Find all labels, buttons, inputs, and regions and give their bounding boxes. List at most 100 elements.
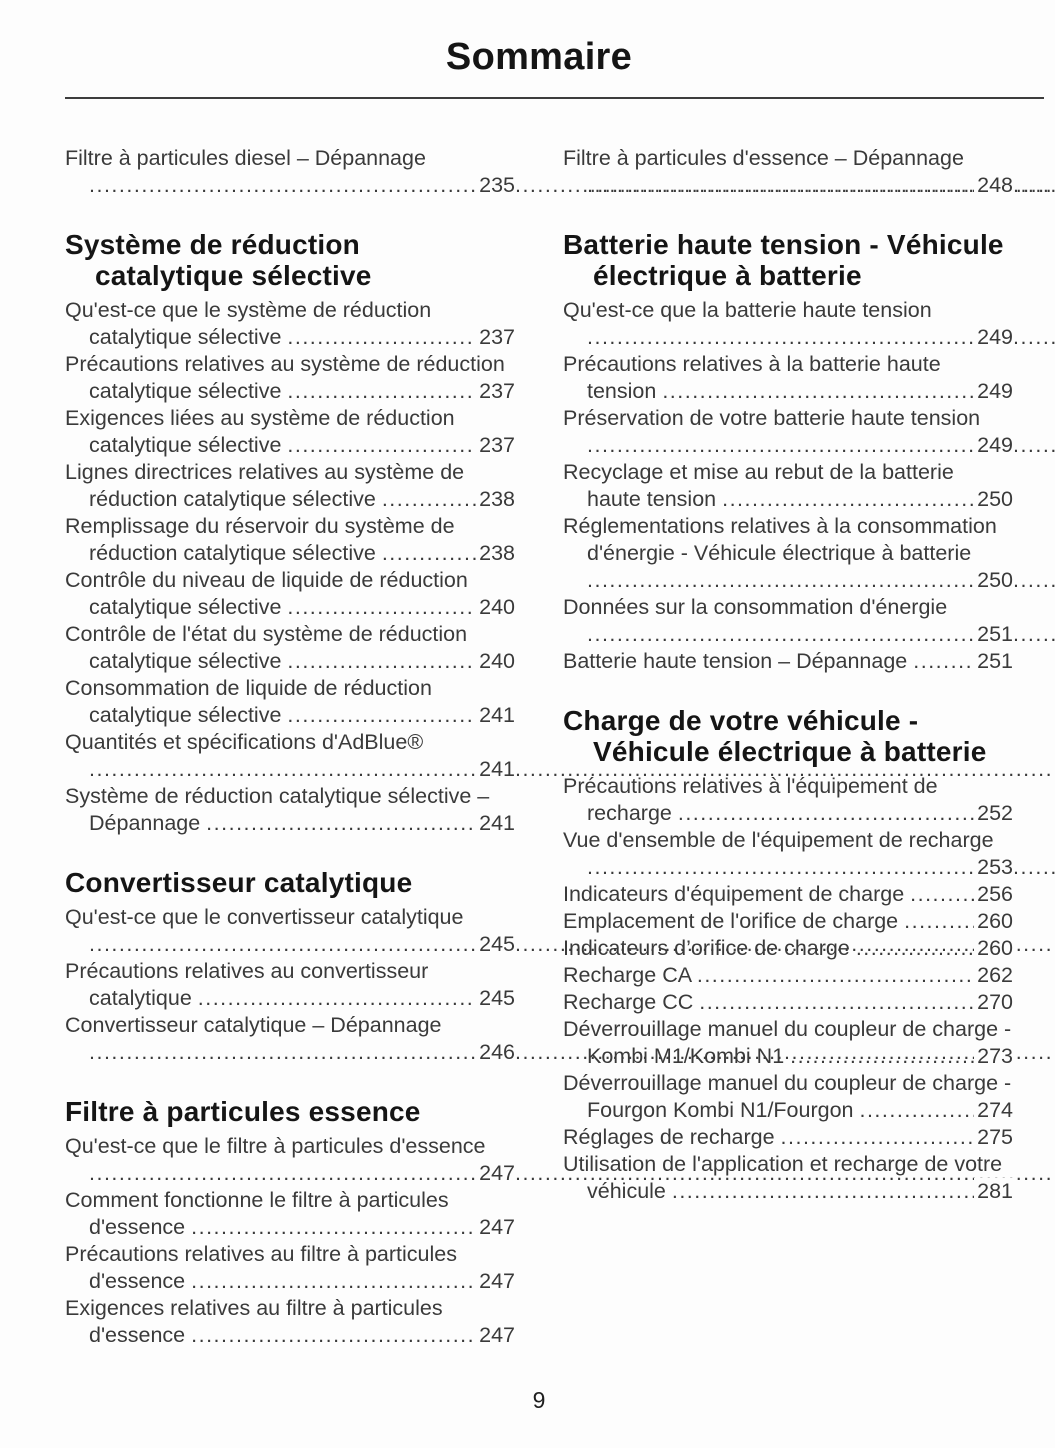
toc-entry: Qu'est-ce que le système de réduction ca…: [65, 297, 515, 351]
toc-entry: Convertisseur catalytique – Dépannage ..…: [65, 1012, 1055, 1066]
toc-entry-page: 246: [476, 1039, 515, 1066]
toc-entry: Précautions relatives au convertisseur c…: [65, 958, 515, 1012]
toc-entry-page: 245: [476, 931, 515, 958]
toc-entry: Qu'est-ce que le filtre à particules d'e…: [65, 1133, 1055, 1187]
toc-entry-label: Filtre à particules d'essence – Dépannag…: [563, 146, 964, 170]
toc-entry-label: Vue d'ensemble de l'équipement de rechar…: [563, 828, 994, 852]
dot-leader: ........................................…: [699, 990, 1006, 1014]
toc-entry-page: 248: [974, 172, 1013, 199]
toc-entry: Réglages de recharge ...................…: [563, 1124, 1013, 1151]
dot-leader: ........................................…: [662, 379, 1007, 403]
toc-entry: Précautions relatives à la batterie haut…: [563, 351, 1013, 405]
dot-leader: ........................................…: [197, 986, 512, 1010]
toc-entry: Déverrouillage manuel du coupleur de cha…: [563, 1070, 1013, 1124]
toc-entry-label: Remplissage du réservoir du système de r…: [65, 514, 455, 565]
toc-entry-label: Exigences liées au système de réduction …: [65, 406, 455, 457]
toc-entry-label: Qu'est-ce que la batterie haute tension: [563, 298, 932, 322]
toc-entry-label: Déverrouillage manuel du coupleur de cha…: [563, 1071, 1012, 1122]
dot-leader: ........................................…: [587, 855, 1055, 879]
toc-entry-page: 274: [974, 1097, 1013, 1124]
toc-column-right: Filtre à particules d'essence – Dépannag…: [563, 145, 1055, 1349]
dot-leader: ........................................…: [191, 1323, 513, 1347]
toc-entry: Recharge CC ............................…: [563, 989, 1013, 1016]
toc-entry-label: Indicateurs d’orifice de charge: [563, 936, 856, 960]
page-title: Sommaire: [445, 36, 633, 78]
toc-entry-label: Précautions relatives au convertisseur c…: [65, 959, 429, 1010]
dot-leader: ..............................: [287, 433, 512, 457]
toc-entry: Quantités et spécifications d'AdBlue® ..…: [65, 729, 1055, 783]
dot-leader: ........................................…: [696, 963, 1011, 987]
toc-entry-label: Préservation de votre batterie haute ten…: [563, 406, 981, 430]
toc-entry-label: Qu'est-ce que le convertisseur catalytiq…: [65, 905, 464, 929]
toc-entry-label: Données sur la consommation d'énergie: [563, 595, 948, 619]
toc-entry: Déverrouillage manuel du coupleur de cha…: [563, 1016, 1013, 1070]
dot-leader: ........................................…: [89, 1161, 1055, 1185]
dot-leader: ........................................…: [587, 568, 1055, 592]
toc-entry-page: 251: [974, 648, 1013, 675]
dot-leader: ..............................: [287, 595, 512, 619]
toc-entry-label: Utilisation de l'application et recharge…: [563, 1152, 1003, 1203]
toc-entry-label: Emplacement de l'orifice de charge: [563, 909, 905, 933]
dot-leader: ........................................…: [587, 325, 1055, 349]
dot-leader: ..............................: [287, 379, 512, 403]
toc-entry: Exigences liées au système de réduction …: [65, 405, 515, 459]
toc-entry: Préservation de votre batterie haute ten…: [563, 405, 1055, 459]
toc-entry: Exigences relatives au filtre à particul…: [65, 1295, 515, 1349]
toc-entry-page: 250: [974, 486, 1013, 513]
dot-leader: ........................................…: [671, 1179, 1009, 1203]
dot-leader: ........................................…: [89, 1040, 1055, 1064]
section-heading: Convertisseur catalytique: [65, 867, 413, 898]
dot-leader: .............................: [790, 1044, 1007, 1068]
toc-entry: Précautions relatives au filtre à partic…: [65, 1241, 515, 1295]
toc-entry-label: Indicateurs d'équipement de charge: [563, 882, 911, 906]
dot-leader: ......................................: [722, 487, 1007, 511]
section-heading: Charge de votre véhicule - Véhicule élec…: [563, 705, 987, 767]
toc-entry: Consommation de liquide de réduction cat…: [65, 675, 515, 729]
toc-entry-page: 273: [974, 1043, 1013, 1070]
section-heading: Système de réduction catalytique sélecti…: [65, 229, 372, 291]
toc-entry: Qu'est-ce que le convertisseur catalytiq…: [65, 904, 1055, 958]
toc-entry-page: 249: [974, 378, 1013, 405]
toc-entry-page: 281: [974, 1178, 1013, 1205]
toc-entry: Précautions relatives au système de rédu…: [65, 351, 515, 405]
toc-entry: Emplacement de l'orifice de charge .....…: [563, 908, 1013, 935]
toc-entry-page: 249: [974, 432, 1013, 459]
toc-entry-page: 247: [476, 1268, 515, 1295]
toc-entry-label: Contrôle du niveau de liquide de réducti…: [65, 568, 468, 619]
toc-entry-page: 238: [476, 486, 515, 513]
toc-entry-label: Quantités et spécifications d'AdBlue®: [65, 730, 424, 754]
toc-entry-page: 256: [974, 881, 1013, 908]
toc-entry-label: Exigences relatives au filtre à particul…: [65, 1296, 443, 1347]
dot-leader: ........................................…: [89, 757, 1055, 781]
toc-entry: Lignes directrices relatives au système …: [65, 459, 515, 513]
toc-entry-label: Qu'est-ce que le filtre à particules d'e…: [65, 1134, 486, 1158]
toc-entry-label: Consommation de liquide de réduction cat…: [65, 676, 432, 727]
toc-entry-label: Recharge CC: [563, 990, 700, 1014]
toc-entry-page: 247: [476, 1160, 515, 1187]
dot-leader: ........................................…: [206, 811, 513, 835]
toc-entry: Filtre à particules d'essence – Dépannag…: [563, 145, 1055, 199]
toc-entry-page: 241: [476, 756, 515, 783]
toc-entry: Remplissage du réservoir du système de r…: [65, 513, 515, 567]
toc-entry-page: 262: [974, 962, 1013, 989]
toc-entry: Filtre à particules diesel – Dépannage .…: [65, 145, 1055, 199]
dot-leader: ........................................…: [89, 932, 1055, 956]
toc-entry-label: Lignes directrices relatives au système …: [65, 460, 465, 511]
toc-entry: Recharge CA ............................…: [563, 962, 1013, 989]
toc-entry-label: Contrôle de l'état du système de réducti…: [65, 622, 468, 673]
toc-entry-label: Recyclage et mise au rebut de la batteri…: [563, 460, 954, 511]
toc-entry-page: 260: [974, 908, 1013, 935]
toc-entry: Indicateurs d’orifice de charge ........…: [563, 935, 1013, 962]
toc-entry-page: 260: [974, 935, 1013, 962]
dot-leader: ..............................: [287, 703, 512, 727]
dot-leader: ..............................: [287, 325, 512, 349]
dot-leader: ........................................…: [587, 173, 1055, 197]
toc-entry-page: 250: [974, 567, 1013, 594]
toc-entry-label: Comment fonctionne le filtre à particule…: [65, 1188, 449, 1239]
toc-entry-label: Convertisseur catalytique – Dépannage: [65, 1013, 442, 1037]
toc-column-left: Filtre à particules diesel – Dépannage .…: [65, 145, 1055, 1349]
toc-entry-page: 235: [476, 172, 515, 199]
dot-leader: ........................................…: [587, 433, 1055, 457]
toc-entry-label: Précautions relatives au système de rédu…: [65, 352, 505, 403]
toc-entry-page: 241: [476, 702, 515, 729]
